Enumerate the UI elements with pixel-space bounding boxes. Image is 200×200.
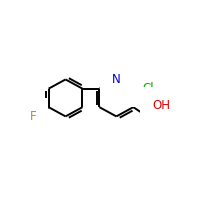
Text: OH: OH <box>152 99 170 112</box>
Text: Cl: Cl <box>142 82 154 95</box>
Text: F: F <box>30 110 37 123</box>
Text: N: N <box>112 73 121 86</box>
